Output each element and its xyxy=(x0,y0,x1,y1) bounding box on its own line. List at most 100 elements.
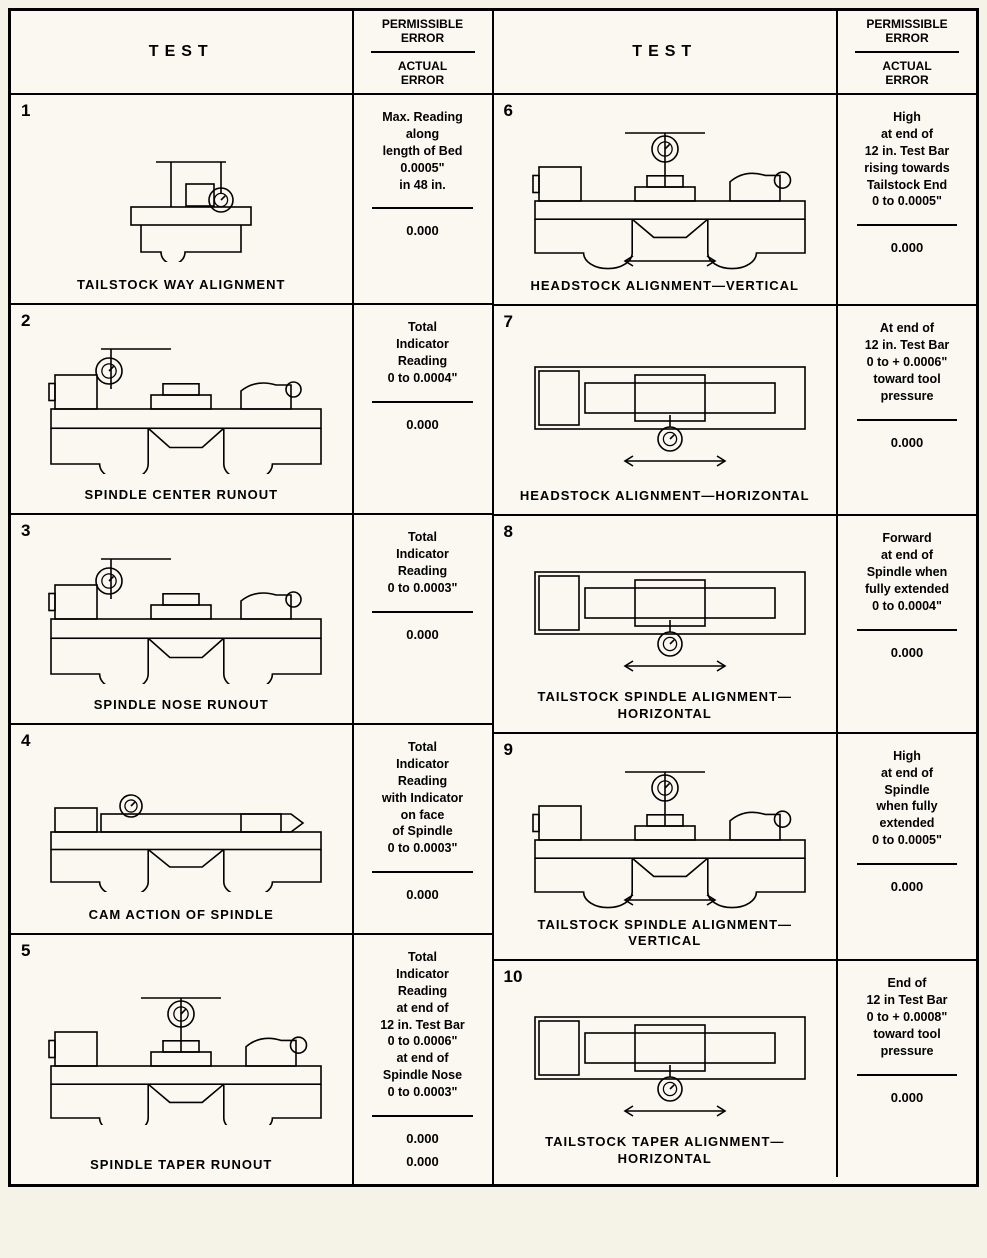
test-number: 3 xyxy=(21,521,30,541)
actual-error-value: 0.000 xyxy=(891,431,924,454)
test-diagram-svg xyxy=(31,539,331,684)
test-diagram-svg xyxy=(515,981,815,1126)
test-cell: 5 SPINDLE TAPER RUNOUT xyxy=(11,935,352,1184)
permissible-error-value: At end of 12 in. Test Bar 0 to + 0.0006"… xyxy=(865,320,950,404)
left-column: TEST PERMISSIBLE ERROR ACTUAL ERROR 1 TA… xyxy=(11,11,494,1184)
test-diagram-svg xyxy=(515,115,815,270)
permissible-error-label: PERMISSIBLE ERROR xyxy=(382,17,463,45)
test-cell: 6 HEADSTOCK ALIGNMENT—VERTICAL xyxy=(494,95,837,304)
error-divider xyxy=(372,207,473,209)
actual-error-value: 0.000 xyxy=(891,875,924,898)
test-row: 7 HEADSTOCK ALIGNMENT—HORIZONTAL At end … xyxy=(494,306,977,516)
test-diagram-svg xyxy=(515,536,815,681)
test-title: TAILSTOCK SPINDLE ALIGNMENT—HORIZONTAL xyxy=(502,685,829,724)
permissible-error-value: Max. Reading along length of Bed 0.0005"… xyxy=(382,109,463,193)
error-cell: High at end of 12 in. Test Bar rising to… xyxy=(836,95,976,304)
actual-error-value: 0.000 xyxy=(406,413,439,436)
test-cell: 2 SPINDLE CENTER RUNOUT xyxy=(11,305,352,513)
actual-error-value: 0.000 xyxy=(891,641,924,664)
test-diagram xyxy=(502,967,829,1130)
error-divider xyxy=(372,871,473,873)
test-diagram xyxy=(19,521,344,693)
test-diagram xyxy=(19,101,344,273)
actual-error-label: ACTUAL ERROR xyxy=(398,59,447,87)
error-divider xyxy=(372,1115,473,1117)
test-diagram xyxy=(19,311,344,483)
test-diagram xyxy=(502,312,829,484)
permissible-error-label: PERMISSIBLE ERROR xyxy=(866,17,947,45)
test-cell: 9 TAILSTOCK SPINDLE ALIGNMENT—VERTICAL xyxy=(494,734,837,960)
test-cell: 4 CAM ACTION OF SPINDLE xyxy=(11,725,352,933)
error-cell: Total Indicator Reading at end of 12 in.… xyxy=(352,935,492,1184)
test-row: 5 SPINDLE TAPER RUNOUT Total Indicator R… xyxy=(11,935,492,1184)
test-diagram-svg xyxy=(31,752,331,892)
header-test-label: TEST xyxy=(11,11,352,93)
error-divider xyxy=(372,401,473,403)
error-divider xyxy=(372,611,473,613)
permissible-error-value: Total Indicator Reading with Indicator o… xyxy=(382,739,463,857)
error-divider xyxy=(857,1074,958,1076)
test-row: 3 SPINDLE NOSE RUNOUT Total Indicator Re… xyxy=(11,515,492,725)
test-number: 6 xyxy=(504,101,513,121)
actual-error-value: 0.000 xyxy=(406,883,439,906)
actual-error-value: 0.000 xyxy=(406,219,439,242)
test-number: 9 xyxy=(504,740,513,760)
permissible-error-value: Total Indicator Reading at end of 12 in.… xyxy=(380,949,465,1101)
error-divider xyxy=(857,863,958,865)
error-cell: Total Indicator Reading 0 to 0.0004" 0.0… xyxy=(352,305,492,513)
test-title: SPINDLE TAPER RUNOUT xyxy=(19,1153,344,1175)
test-cell: 10 TAILSTOCK TAPER ALIGNMENT—HORIZONTAL xyxy=(494,961,837,1177)
actual-error-value: 0.000 0.000 xyxy=(406,1127,439,1174)
test-diagram xyxy=(502,101,829,274)
test-diagram-svg xyxy=(31,980,331,1125)
test-row: 4 CAM ACTION OF SPINDLE Total Indicator … xyxy=(11,725,492,935)
test-title: SPINDLE NOSE RUNOUT xyxy=(19,693,344,715)
test-number: 8 xyxy=(504,522,513,542)
test-diagram xyxy=(502,740,829,913)
error-divider xyxy=(857,629,958,631)
permissible-error-value: End of 12 in Test Bar 0 to + 0.0008" tow… xyxy=(866,975,947,1059)
test-title: TAILSTOCK SPINDLE ALIGNMENT—VERTICAL xyxy=(502,913,829,952)
test-number: 10 xyxy=(504,967,523,987)
test-cell: 1 TAILSTOCK WAY ALIGNMENT xyxy=(11,95,352,303)
permissible-error-value: Total Indicator Reading 0 to 0.0003" xyxy=(388,529,458,597)
permissible-error-value: High at end of 12 in. Test Bar rising to… xyxy=(864,109,949,210)
right-column: TEST PERMISSIBLE ERROR ACTUAL ERROR 6 xyxy=(494,11,977,1184)
test-row: 2 SPINDLE CENTER RUNOUT Total Indicator … xyxy=(11,305,492,515)
test-cell: 3 SPINDLE NOSE RUNOUT xyxy=(11,515,352,723)
actual-error-value: 0.000 xyxy=(891,236,924,259)
header-row-left: TEST PERMISSIBLE ERROR ACTUAL ERROR xyxy=(11,11,492,95)
permissible-error-value: Forward at end of Spindle when fully ext… xyxy=(865,530,949,614)
header-row-right: TEST PERMISSIBLE ERROR ACTUAL ERROR xyxy=(494,11,977,95)
test-number: 2 xyxy=(21,311,30,331)
test-title: HEADSTOCK ALIGNMENT—HORIZONTAL xyxy=(502,484,829,506)
test-diagram-svg xyxy=(515,754,815,909)
actual-error-value: 0.000 xyxy=(406,623,439,646)
test-number: 1 xyxy=(21,101,30,121)
header-error-labels: PERMISSIBLE ERROR ACTUAL ERROR xyxy=(836,11,976,93)
error-divider xyxy=(857,419,958,421)
header-test-label: TEST xyxy=(494,11,837,93)
actual-error-value: 0.000 xyxy=(891,1086,924,1109)
test-title: TAILSTOCK WAY ALIGNMENT xyxy=(19,273,344,295)
header-error-labels: PERMISSIBLE ERROR ACTUAL ERROR xyxy=(352,11,492,93)
test-cell: 7 HEADSTOCK ALIGNMENT—HORIZONTAL xyxy=(494,306,837,514)
test-row: 10 TAILSTOCK TAPER ALIGNMENT—HORIZONTAL … xyxy=(494,961,977,1177)
error-cell: Forward at end of Spindle when fully ext… xyxy=(836,516,976,732)
permissible-error-value: Total Indicator Reading 0 to 0.0004" xyxy=(388,319,458,387)
header-divider xyxy=(371,51,475,53)
error-cell: Max. Reading along length of Bed 0.0005"… xyxy=(352,95,492,303)
test-sheet: TEST PERMISSIBLE ERROR ACTUAL ERROR 1 TA… xyxy=(8,8,979,1187)
test-diagram xyxy=(19,941,344,1153)
test-row: 8 TAILSTOCK SPINDLE ALIGNMENT—HORIZONTAL… xyxy=(494,516,977,734)
test-row: 1 TAILSTOCK WAY ALIGNMENT Max. Reading a… xyxy=(11,95,492,305)
test-diagram-svg xyxy=(515,331,815,476)
error-cell: Total Indicator Reading 0 to 0.0003" 0.0… xyxy=(352,515,492,723)
error-cell: High at end of Spindle when fully extend… xyxy=(836,734,976,960)
error-cell: Total Indicator Reading with Indicator o… xyxy=(352,725,492,933)
test-title: TAILSTOCK TAPER ALIGNMENT—HORIZONTAL xyxy=(502,1130,829,1169)
test-title: SPINDLE CENTER RUNOUT xyxy=(19,483,344,505)
test-row: 9 TAILSTOCK SPINDLE ALIGNMENT—VERTICAL H… xyxy=(494,734,977,962)
test-diagram-svg xyxy=(31,329,331,474)
permissible-error-value: High at end of Spindle when fully extend… xyxy=(872,748,942,849)
